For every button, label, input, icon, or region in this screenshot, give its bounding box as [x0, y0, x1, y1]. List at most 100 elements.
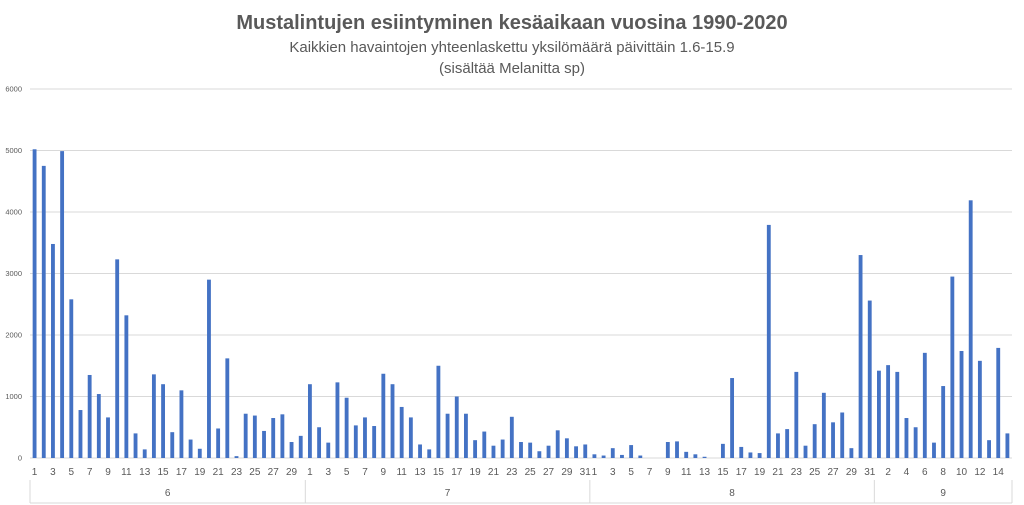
- x-tick-label: 3: [610, 467, 616, 478]
- bars: [32, 149, 1010, 459]
- y-tick-label: 4000: [5, 208, 22, 217]
- bar: [280, 414, 285, 458]
- x-tick-label: 10: [956, 467, 968, 478]
- bar: [904, 418, 909, 458]
- x-tick-label: 31: [864, 467, 876, 478]
- x-tick-label: 13: [139, 467, 151, 478]
- x-tick-label: 11: [396, 467, 407, 478]
- bar: [363, 417, 367, 458]
- bar: [179, 390, 184, 458]
- bar: [519, 442, 523, 458]
- x-tick-label: 23: [231, 467, 243, 478]
- bar: [445, 413, 450, 458]
- bar: [968, 200, 973, 458]
- x-tick-label: 1: [307, 467, 313, 478]
- bar: [812, 424, 817, 458]
- bar: [977, 360, 982, 458]
- x-tick-label: 5: [344, 467, 350, 478]
- bar: [776, 433, 780, 458]
- bar: [317, 427, 322, 458]
- x-tick-label: 9: [381, 467, 387, 478]
- bar: [464, 413, 468, 458]
- bar: [491, 445, 496, 458]
- bar: [821, 392, 826, 458]
- bar: [537, 451, 542, 458]
- x-tick-label: 2: [885, 467, 891, 478]
- x-tick-label: 29: [846, 467, 858, 478]
- bar: [188, 439, 193, 458]
- bar: [739, 446, 744, 458]
- bar: [115, 259, 120, 458]
- bar: [142, 449, 147, 458]
- x-tick-label: 9: [665, 467, 671, 478]
- chart-title: Mustalintujen esiintyminen kesäaikaan vu…: [236, 12, 787, 34]
- x-tick-label: 27: [268, 467, 280, 478]
- x-tick-label: 29: [286, 467, 298, 478]
- bar: [996, 347, 1001, 458]
- bar: [922, 352, 927, 458]
- chart-subtitle-line-1: Kaikkien havaintojen yhteenlaskettu yksi…: [289, 39, 734, 56]
- x-tick-label: 11: [121, 467, 132, 478]
- bar: [987, 440, 991, 458]
- x-tick-label: 13: [414, 467, 426, 478]
- bar: [592, 454, 597, 458]
- bar: [427, 449, 432, 458]
- x-tick-label: 14: [993, 467, 1005, 478]
- bar: [170, 432, 175, 458]
- x-tick-label: 25: [525, 467, 537, 478]
- bar: [353, 425, 358, 458]
- bar: [877, 370, 881, 458]
- bar: [106, 417, 110, 458]
- bar: [555, 430, 560, 458]
- bar: [895, 371, 900, 458]
- bar: [509, 416, 514, 458]
- bar: [161, 384, 165, 458]
- x-tick-label: 1: [32, 467, 38, 478]
- bar: [197, 448, 202, 458]
- bar: [124, 315, 129, 458]
- bar: [32, 149, 37, 458]
- x-tick-label: 25: [809, 467, 821, 478]
- bar: [225, 358, 230, 458]
- bar: [151, 374, 156, 458]
- bar: [262, 430, 266, 458]
- x-tick-label: 17: [176, 467, 188, 478]
- bar: [950, 276, 955, 458]
- bar: [381, 373, 386, 458]
- x-tick-label: 27: [543, 467, 555, 478]
- x-tick-label: 5: [69, 467, 75, 478]
- bar: [785, 429, 790, 458]
- bar: [51, 243, 55, 458]
- bar: [436, 365, 441, 458]
- y-tick-label: 5000: [5, 146, 22, 155]
- x-tick-label: 3: [325, 467, 331, 478]
- x-tick-label: 19: [194, 467, 206, 478]
- bar: [675, 441, 679, 458]
- x-tick-label: 4: [904, 467, 910, 478]
- x-tick-label: 1: [592, 467, 598, 478]
- bar: [69, 299, 74, 458]
- bar: [720, 443, 725, 458]
- x-tick-label: 17: [736, 467, 748, 478]
- x-tick-label: 8: [940, 467, 946, 478]
- bar: [78, 410, 83, 458]
- bar: [418, 444, 422, 458]
- bar: [546, 445, 551, 458]
- bar: [243, 413, 248, 458]
- bar: [344, 397, 349, 458]
- bar: [234, 456, 239, 458]
- x-tick-label: 5: [628, 467, 634, 478]
- bar: [390, 384, 395, 458]
- bar: [307, 384, 312, 458]
- x-tick-label: 7: [87, 467, 93, 478]
- bar: [528, 442, 533, 459]
- x-tick-label: 7: [362, 467, 368, 478]
- y-tick-label: 2000: [5, 331, 22, 340]
- bar: [1005, 433, 1010, 458]
- x-axis-ticks: 1 3 5 7 9 11 13 15 17 19 21 23 25 27 29 1 3 5 7 9 11 13 15 17 19…: [32, 467, 1004, 478]
- bar: [372, 426, 377, 458]
- month-label: 6: [165, 488, 171, 499]
- bar: [289, 442, 294, 458]
- gridlines: [30, 88, 1012, 459]
- x-tick-label: 25: [249, 467, 261, 478]
